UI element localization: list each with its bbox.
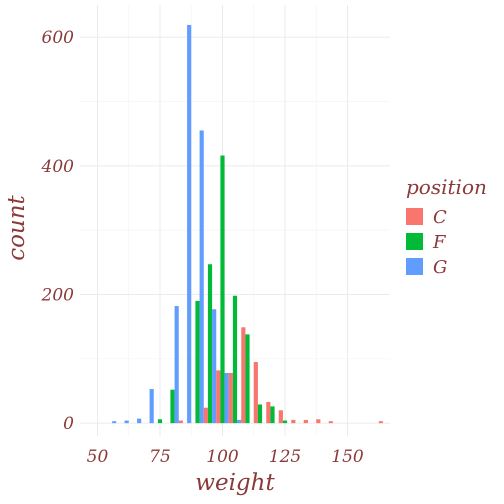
bar-c-135 — [303, 419, 308, 424]
legend-key-g — [406, 258, 423, 275]
bar-c-145 — [328, 421, 333, 424]
bar-g-105 — [237, 419, 242, 424]
x-tick-label: 125 — [269, 447, 301, 467]
bar-c-110 — [241, 327, 246, 424]
bar-g-55 — [112, 421, 117, 424]
bar-f-120 — [270, 406, 275, 424]
bar-c-95 — [203, 407, 208, 424]
bar-f-115 — [257, 404, 263, 424]
bar-g-70 — [149, 389, 154, 424]
bar-c-105 — [228, 372, 233, 424]
y-axis-title: count — [4, 194, 30, 260]
bar-f-100 — [220, 155, 225, 424]
x-tick-label: 50 — [87, 447, 109, 467]
bar-c-165 — [378, 421, 383, 424]
bar-f-105 — [232, 295, 238, 424]
bar-c-140 — [316, 419, 321, 424]
bar-g-100 — [224, 372, 229, 424]
bar-g-90 — [199, 130, 204, 424]
bar-g-65 — [137, 418, 142, 424]
bar-f-95 — [207, 264, 213, 424]
bar-f-90 — [195, 300, 200, 424]
bar-f-110 — [245, 334, 250, 424]
bar-c-120 — [266, 401, 271, 424]
legend-label-c: C — [433, 207, 447, 228]
y-tick-label: 600 — [42, 28, 75, 48]
bars — [112, 24, 383, 424]
x-axis-ticks: 50 75 100 125 150 — [87, 447, 364, 467]
bar-c-125 — [278, 410, 283, 424]
y-tick-label: 0 — [63, 414, 74, 434]
x-axis-title: weight — [195, 470, 275, 496]
bar-c-85 — [178, 420, 183, 424]
bar-g-80 — [174, 306, 179, 424]
x-tick-label: 100 — [206, 447, 239, 467]
bar-f-125 — [282, 420, 288, 424]
bar-f-75 — [157, 419, 163, 424]
legend-title: position — [406, 175, 487, 199]
legend-key-f — [406, 233, 423, 250]
bar-c-130 — [291, 419, 296, 424]
legend-key-c — [406, 208, 423, 225]
legend-label-g: G — [433, 257, 447, 278]
y-tick-label: 400 — [41, 157, 75, 177]
bar-c-115 — [253, 362, 258, 424]
bar-g-95 — [212, 309, 217, 424]
legend: position CFG — [406, 175, 487, 278]
y-tick-label: 200 — [41, 285, 75, 305]
bar-c-100 — [216, 370, 221, 424]
legend-label-f: F — [432, 232, 447, 253]
bar-g-60 — [124, 420, 129, 424]
bar-f-80 — [170, 389, 175, 424]
bar-g-85 — [187, 24, 192, 424]
x-tick-label: 150 — [331, 447, 364, 467]
y-axis-ticks: 0 200 400 600 — [41, 28, 75, 434]
x-tick-label: 75 — [149, 447, 171, 467]
